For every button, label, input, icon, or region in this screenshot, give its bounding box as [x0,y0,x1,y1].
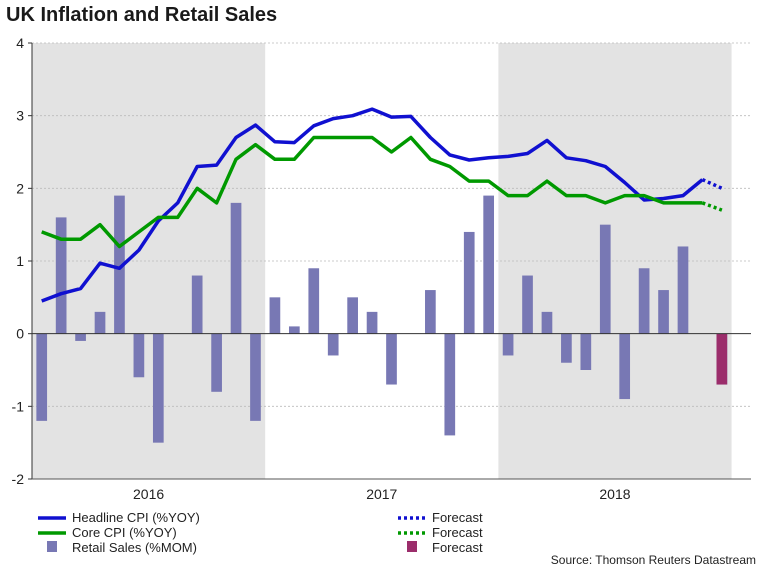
x-year-label: 2018 [599,486,630,502]
retail-bar [366,311,378,334]
legend-label-core: Core CPI (%YOY) [72,525,177,540]
retail-bar [288,326,300,334]
retail-sales-bars [36,195,728,443]
y-tick-label: -2 [12,471,25,487]
y-tick-label: -1 [12,398,25,414]
legend-mark-retail [47,541,57,552]
axes [28,42,751,480]
retail-bar [483,195,495,334]
retail-bar [599,224,611,334]
legend-label-retail-forecast: Forecast [432,540,483,555]
legend-mark-retail-forecast [407,541,417,552]
retail-bar [36,333,48,421]
y-tick-label: 3 [16,108,24,124]
retail-bar [269,297,281,334]
retail-bar [55,217,67,334]
retail-bar [327,333,339,356]
retail-bar [677,246,689,334]
retail-bar [191,275,203,334]
retail-bar [541,311,553,334]
source-note: Source: Thomson Reuters Datastream [550,553,756,567]
retail-bar [463,231,475,334]
x-year-label: 2017 [366,486,397,502]
y-tick-label: 4 [16,35,24,51]
tick-labels: -2-1012342016201720182019 [12,35,631,502]
retail-bar [561,333,572,363]
legend-marks [38,516,426,552]
retail-forecast-bar [716,333,728,385]
y-tick-label: 2 [16,180,24,196]
retail-bar [425,290,436,334]
retail-bar [444,333,456,436]
y-tick-label: 1 [16,253,24,269]
retail-bar [580,333,592,370]
legend-label-core-forecast: Forecast [432,525,483,540]
retail-bar [347,297,358,334]
retail-bar [94,311,106,334]
y-tick-label: 0 [16,326,24,342]
retail-bar [133,333,145,378]
retail-bar [502,333,514,356]
retail-bar [386,333,397,385]
chart-title: UK Inflation and Retail Sales [6,4,278,26]
x-year-label: 2016 [133,486,164,502]
retail-bar [211,333,222,392]
retail-bar [230,202,242,334]
core-cpi-line [41,135,703,249]
legend-label-retail: Retail Sales (%MOM) [72,540,197,555]
retail-bar [250,333,261,421]
retail-bar [114,195,125,334]
headline-cpi-line [41,107,704,303]
retail-bar [638,268,650,334]
retail-bar [75,333,86,341]
retail-bar [619,333,631,400]
legend-label-headline-forecast: Forecast [432,510,483,525]
retail-bar [522,275,533,334]
retail-bar [152,333,164,443]
legend-label-headline: Headline CPI (%YOY) [72,510,200,525]
cpi-lines [41,107,723,303]
retail-bar [658,290,669,334]
retail-bar [308,268,320,334]
